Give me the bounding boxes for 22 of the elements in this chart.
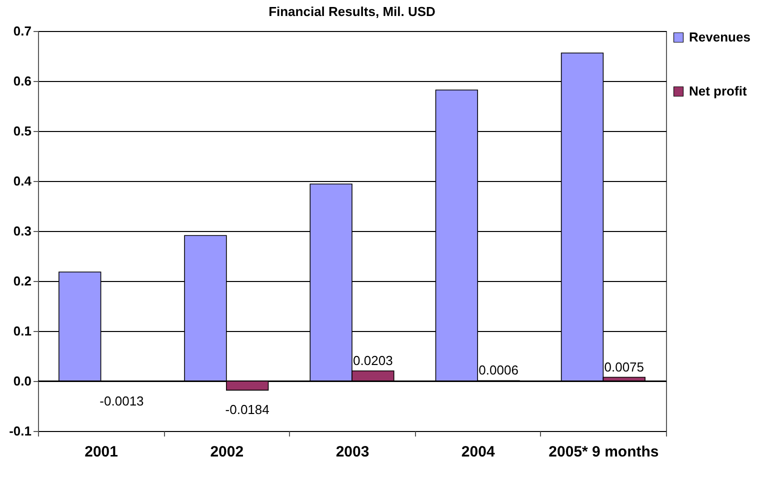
y-tick-label: 0.2 [13,274,32,288]
data-label: 0.0006 [478,362,518,378]
y-tick-label: -0.1 [9,424,32,438]
data-label: 0.0075 [604,359,644,374]
y-tick-label: 0.5 [13,124,32,138]
x-tick-label: 2004 [461,444,496,460]
legend-label: Net profit [689,84,748,98]
y-tick-label: 0.0 [13,374,32,388]
y-tick-label: 0.6 [13,74,32,88]
data-label: -0.0184 [225,402,270,418]
y-tick-label: 0.3 [13,224,32,238]
legend-label: Revenues [689,30,750,44]
y-tick-label: 0.1 [13,324,32,338]
x-tick-label: 2003 [336,444,370,460]
x-tick-label: 2001 [84,444,118,460]
y-tick-label: 0.7 [13,24,32,38]
chart-title: Financial Results, Mil. USD [268,4,436,19]
y-tick-label: 0.4 [13,174,32,188]
data-label: 0.0203 [353,352,393,368]
x-tick-label: 2005* 9 months [548,444,659,460]
x-tick-label: 2002 [210,444,244,460]
data-label: -0.0013 [100,394,144,409]
